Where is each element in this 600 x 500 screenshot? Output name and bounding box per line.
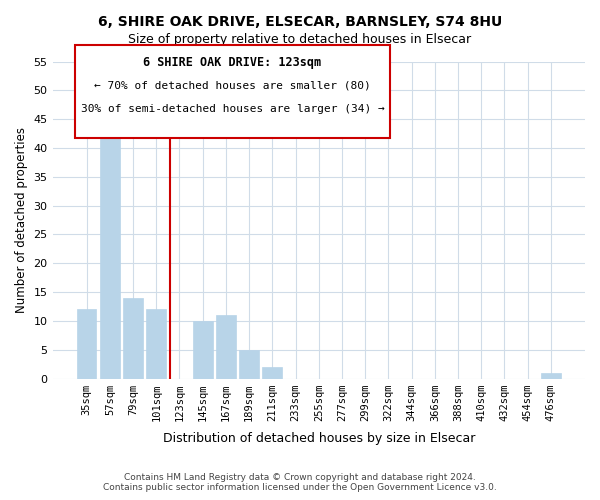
Text: 30% of semi-detached houses are larger (34) →: 30% of semi-detached houses are larger (… bbox=[80, 104, 385, 114]
Bar bbox=[100, 130, 119, 378]
Bar bbox=[123, 298, 143, 378]
Text: Contains HM Land Registry data © Crown copyright and database right 2024.
Contai: Contains HM Land Registry data © Crown c… bbox=[103, 473, 497, 492]
Text: 6 SHIRE OAK DRIVE: 123sqm: 6 SHIRE OAK DRIVE: 123sqm bbox=[143, 56, 322, 69]
Y-axis label: Number of detached properties: Number of detached properties bbox=[15, 127, 28, 313]
Bar bbox=[239, 350, 259, 378]
Text: ← 70% of detached houses are smaller (80): ← 70% of detached houses are smaller (80… bbox=[94, 81, 371, 91]
Bar bbox=[77, 310, 97, 378]
Text: 6, SHIRE OAK DRIVE, ELSECAR, BARNSLEY, S74 8HU: 6, SHIRE OAK DRIVE, ELSECAR, BARNSLEY, S… bbox=[98, 15, 502, 29]
X-axis label: Distribution of detached houses by size in Elsecar: Distribution of detached houses by size … bbox=[163, 432, 475, 445]
Bar bbox=[262, 367, 282, 378]
Bar bbox=[216, 315, 236, 378]
Bar bbox=[146, 310, 166, 378]
Text: Size of property relative to detached houses in Elsecar: Size of property relative to detached ho… bbox=[128, 32, 472, 46]
Bar bbox=[193, 321, 212, 378]
Bar bbox=[541, 373, 561, 378]
